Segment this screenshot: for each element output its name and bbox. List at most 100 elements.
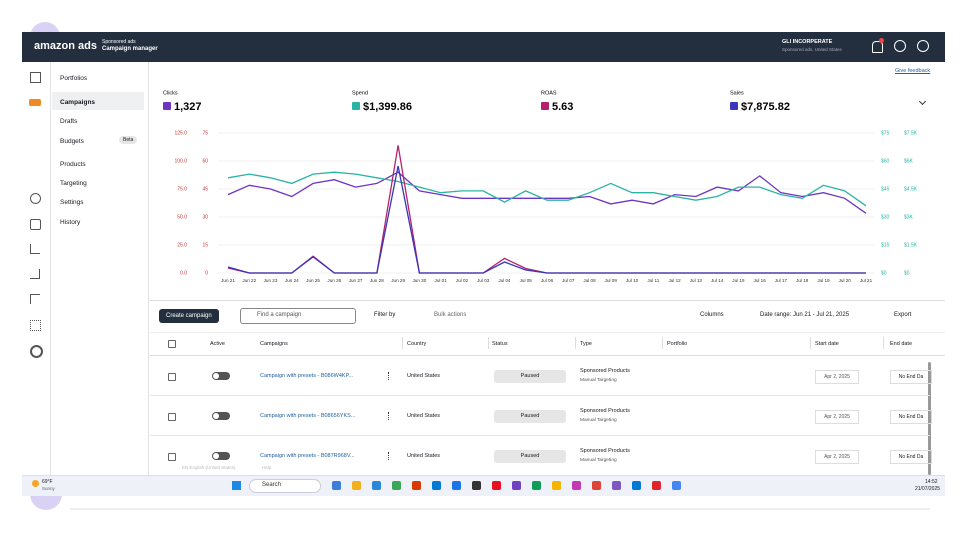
x-tick-label: Jul 16 [754,278,767,283]
x-tick-label: Jul 11 [647,278,659,283]
nav-item[interactable]: Portfolios [60,75,88,82]
toggle[interactable] [212,372,230,380]
y-tick-label: 0 [205,270,208,276]
feedback-link[interactable]: Give feedback [895,68,931,74]
product: Sponsored ads [102,39,136,45]
nav-item[interactable]: Settings [60,199,84,206]
rail-icon-active[interactable] [29,99,41,106]
x-tick-label: Jul 03 [477,278,490,283]
nav-item[interactable]: Products [60,161,86,168]
nav-item[interactable]: Campaigns [60,99,96,106]
taskbar-app[interactable] [612,481,621,490]
taskbar-app[interactable] [532,481,541,490]
rail-icon[interactable] [30,269,40,279]
filter-dropdown[interactable]: Filter by [374,312,396,318]
metric-swatch [541,102,549,110]
date-range[interactable]: Date range: Jun 21 - Jul 21, 2025 [760,312,850,318]
row-menu[interactable] [388,412,391,420]
column-header[interactable]: Type [580,341,592,347]
header-checkbox[interactable] [168,340,176,348]
end-date: No End Da [890,370,932,384]
x-tick-label: Jun 24 [285,278,299,283]
taskbar-app[interactable] [572,481,581,490]
x-tick-label: Jun 21 [221,278,235,283]
column-header[interactable]: Country [407,341,427,347]
y-tick-label: $45 [881,186,890,192]
logo: amazon ads [34,40,97,52]
x-tick-label: Jun 27 [349,278,363,283]
profile-icon[interactable] [917,40,929,52]
export-button[interactable]: Export [894,312,912,318]
y-tick-label: $7.5K [904,130,918,136]
row-menu[interactable] [388,452,391,460]
campaign-link[interactable]: Campaign with presets - B08656YKS... [260,413,356,419]
column-header[interactable]: End date [890,341,913,347]
toggle[interactable] [212,412,230,420]
nav-active-bg [52,92,144,110]
campaign-link[interactable]: Campaign with presets - B087R968V... [260,453,355,459]
metric-label: Spend [352,90,368,96]
taskbar-app[interactable] [652,481,661,490]
nav-item[interactable]: Targeting [60,180,87,187]
bulk-actions[interactable]: Bulk actions [434,312,467,318]
row-checkbox[interactable] [168,413,176,421]
taskbar-app[interactable] [412,481,421,490]
taskbar-app[interactable] [372,481,381,490]
type: Sponsored Products [580,408,630,414]
column-header[interactable]: Campaigns [260,341,288,347]
rail-icon[interactable] [30,219,41,230]
column-header[interactable]: Active [210,341,225,347]
taskbar-app[interactable] [512,481,521,490]
taskbar-app[interactable] [632,481,641,490]
metric-value: $7,875.82 [741,101,790,113]
taskbar-app[interactable] [472,481,481,490]
rail-icon[interactable] [30,72,41,83]
column-header[interactable]: Status [492,341,508,347]
toggle-knob [213,373,219,379]
metric-swatch [163,102,171,110]
toggle[interactable] [212,452,230,460]
table-header-bg [150,332,945,356]
row-checkbox[interactable] [168,373,176,381]
rail-icon[interactable] [30,320,41,331]
rail-icon[interactable] [30,244,40,254]
nav-item[interactable]: History [60,219,81,226]
help-icon[interactable] [894,40,906,52]
create-button[interactable]: Create campaign [159,309,219,323]
rail-icon[interactable] [30,345,43,358]
rail-icon[interactable] [30,193,41,204]
search-box[interactable] [240,308,356,324]
row-menu[interactable] [388,372,391,380]
column-header[interactable]: Start date [815,341,839,347]
taskbar-search[interactable] [249,479,321,493]
nav-item[interactable]: Budgets [60,138,84,145]
bell-icon[interactable] [872,41,883,53]
nav-item[interactable]: Drafts [60,118,78,125]
targeting: Manual Targeting [580,458,617,463]
campaign-link[interactable]: Campaign with presets - B086W4KP... [260,373,354,379]
weather: Sunny [42,486,55,491]
taskbar-app[interactable] [672,481,681,490]
taskbar-app[interactable] [432,481,441,490]
taskbar: 69°F Sunny Search 14:52 21/07/2025 [22,475,945,496]
start-button[interactable] [232,481,241,490]
taskbar-app[interactable] [392,481,401,490]
column-header[interactable]: Portfolio [667,341,688,347]
taskbar-app[interactable] [492,481,501,490]
country: United States [407,453,441,459]
taskbar-app[interactable] [352,481,361,490]
x-tick-label: Jul 02 [456,278,469,283]
taskbar-app[interactable] [452,481,461,490]
taskbar-app[interactable] [552,481,561,490]
y-tick-label: 50.0 [177,214,187,220]
targeting: Manual Targeting [580,418,617,423]
column-divider [810,337,811,349]
weather-icon [32,480,39,487]
columns-dropdown[interactable]: Columns [700,312,724,318]
rail-icon[interactable] [30,294,40,304]
row-checkbox[interactable] [168,453,176,461]
taskbar-app[interactable] [592,481,601,490]
taskbar-app[interactable] [332,481,341,490]
footer-help[interactable]: Help [262,465,272,470]
status-pill: Paused [494,370,566,383]
